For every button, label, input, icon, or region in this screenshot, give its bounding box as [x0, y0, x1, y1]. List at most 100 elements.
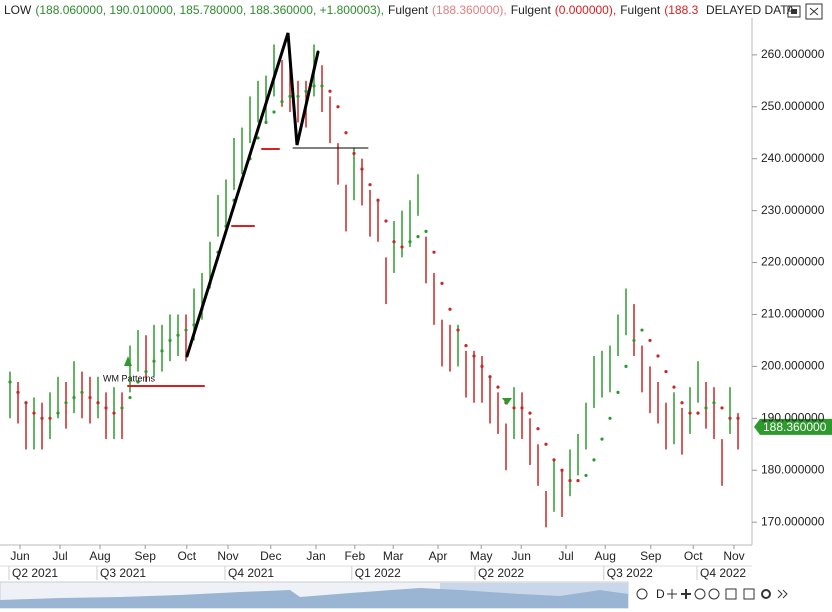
indicator-dot	[592, 458, 596, 462]
indicator-dot	[56, 411, 60, 415]
legend-item: Fulgent	[620, 3, 661, 17]
indicator-dot	[608, 416, 612, 420]
indicator-dot	[688, 411, 692, 415]
y-tick-label: 220.000000	[761, 255, 825, 269]
y-tick-label: 190.000000	[761, 410, 825, 424]
indicator-dot	[368, 183, 372, 187]
y-tick-label: 230.000000	[761, 203, 825, 217]
status: DELAYED DATA	[706, 3, 795, 17]
quarter-label: Q3 2022	[607, 566, 653, 580]
data-button[interactable]	[743, 588, 755, 600]
indicator-dot	[536, 427, 540, 431]
y-tick-label: 180.000000	[761, 462, 825, 476]
indicator-dot	[72, 395, 76, 400]
indicator-dot	[520, 406, 524, 410]
indicator-dot	[120, 406, 124, 410]
indicator-dot	[32, 411, 36, 415]
x-tick-label: Dec	[260, 549, 281, 563]
pan-button[interactable]	[681, 589, 691, 599]
indicator-dot	[384, 219, 388, 223]
indicator-dot	[256, 136, 260, 140]
quarter-label: Q1 2022	[355, 566, 401, 580]
indicator-dot	[136, 380, 140, 384]
maximize-icon	[791, 9, 797, 14]
x-tick-label: Sep	[640, 549, 662, 563]
quarter-label: Q4 2022	[700, 566, 746, 580]
indicator-dot	[672, 385, 676, 389]
indicator-dot	[528, 411, 532, 415]
x-tick-label: Jun	[10, 549, 29, 563]
y-tick-label: 250.000000	[761, 99, 825, 113]
indicator-dot	[432, 250, 436, 254]
indicator-dot	[128, 395, 132, 400]
zoom-in-button[interactable]	[708, 588, 720, 600]
indicator-dot	[312, 84, 316, 88]
indicator-dot	[656, 354, 660, 358]
indicator-dot	[448, 307, 452, 311]
refresh-button[interactable]	[636, 588, 648, 600]
y-tick-label: 260.000000	[761, 47, 825, 61]
indicator-dot	[712, 401, 716, 405]
indicator-dot	[440, 281, 444, 285]
x-tick-label: Feb	[344, 549, 365, 563]
indicator-dot	[416, 234, 420, 239]
indicator-dot	[512, 406, 516, 410]
y-tick-label: 240.000000	[761, 151, 825, 165]
period-button[interactable]: D	[656, 587, 665, 601]
indicator-dot	[112, 411, 116, 415]
indicator-dot	[360, 167, 364, 171]
indicator-dot	[16, 390, 20, 394]
window-buttons[interactable]	[787, 3, 823, 20]
indicator-dot	[696, 411, 700, 415]
indicator-dot	[96, 401, 100, 405]
maximize-button[interactable]	[787, 5, 801, 18]
indicator-dot	[560, 468, 564, 472]
indicator-dot	[552, 458, 556, 462]
indicator-dot	[296, 94, 300, 99]
indicator-dot	[408, 240, 412, 244]
x-tick-label: Apr	[429, 549, 448, 563]
indicator-dot	[192, 323, 196, 327]
indicator-dot	[320, 84, 324, 88]
x-tick-label: Nov	[723, 549, 744, 563]
indicator-dot	[464, 344, 468, 348]
close-icon	[809, 7, 819, 16]
signal-arrow	[124, 356, 132, 366]
zoom-out-button[interactable]	[694, 588, 706, 600]
y-tick-label: 200.000000	[761, 359, 825, 373]
indicator-dot	[584, 473, 588, 478]
last-price-tag	[754, 418, 832, 435]
indicator-dot	[736, 416, 740, 420]
more-button[interactable]	[777, 589, 788, 599]
indicator-dot	[576, 479, 580, 483]
legend-item: Fulgent	[388, 3, 429, 17]
drawings	[124, 32, 512, 405]
legend-item: (188.060000, 190.010000, 185.780000, 188…	[35, 3, 384, 17]
indicator-dot	[648, 338, 652, 343]
indicator-dot	[280, 99, 284, 104]
legend-item: LOW	[4, 3, 32, 17]
indicator-dot	[48, 416, 52, 420]
legend-item: Fulgent	[511, 3, 552, 17]
indicator-dot	[720, 406, 724, 410]
close-button[interactable]	[805, 3, 823, 20]
indicator-dot	[344, 131, 348, 135]
indicator-dot	[640, 328, 644, 332]
indicator-dot	[496, 385, 500, 389]
indicator-dot	[624, 364, 628, 368]
indicator-dot	[88, 395, 92, 400]
indicator-dot	[472, 354, 476, 358]
indicator-dot	[392, 240, 396, 244]
settings-button[interactable]	[761, 589, 771, 599]
indicator-dot	[160, 349, 164, 353]
legend-item: (188.3	[664, 3, 698, 17]
layout-button[interactable]	[725, 588, 737, 600]
indicator-dot	[632, 338, 636, 343]
crosshair-button[interactable]	[667, 589, 677, 599]
indicator-dot	[728, 416, 732, 420]
x-tick-label: Oct	[177, 549, 196, 563]
x-tick-label: Sep	[135, 549, 157, 563]
x-tick-label: Aug	[89, 549, 110, 563]
wm-pattern-line	[185, 32, 320, 358]
indicator-dot	[704, 406, 708, 410]
